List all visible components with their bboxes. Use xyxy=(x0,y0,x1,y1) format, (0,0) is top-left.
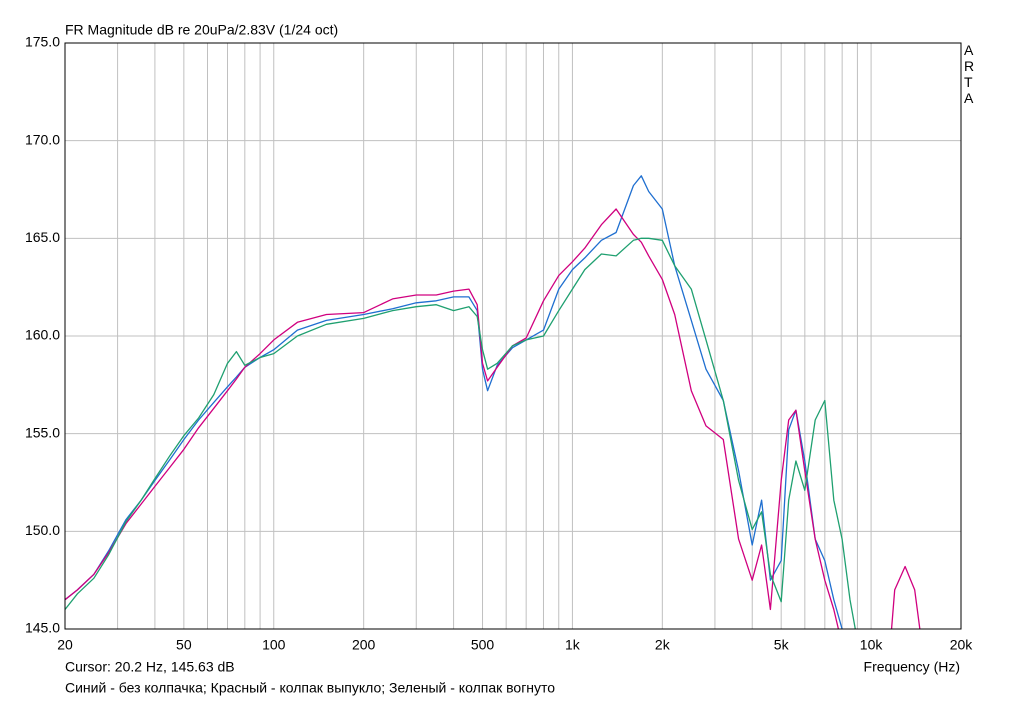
x-tick-label: 500 xyxy=(471,637,495,653)
x-tick-label: 5k xyxy=(774,637,790,653)
x-tick-label: 200 xyxy=(352,637,376,653)
x-tick-label: 1k xyxy=(565,637,581,653)
series-line xyxy=(65,237,856,629)
x-axis-label: Frequency (Hz) xyxy=(864,659,960,675)
chart-title: FR Magnitude dB re 20uPa/2.83V (1/24 oct… xyxy=(65,22,338,38)
x-tick-label: 50 xyxy=(176,637,192,653)
x-tick-label: 2k xyxy=(655,637,671,653)
series-line xyxy=(65,175,843,629)
y-tick-label: 145.0 xyxy=(25,620,60,636)
y-tick-label: 160.0 xyxy=(25,327,60,343)
plot-frame xyxy=(64,42,962,630)
y-tick-label: 150.0 xyxy=(25,522,60,538)
x-tick-label: 20 xyxy=(57,637,73,653)
x-tick-label: 20k xyxy=(950,637,974,653)
y-tick-label: 175.0 xyxy=(25,34,60,50)
cursor-readout: Cursor: 20.2 Hz, 145.63 dB xyxy=(65,659,235,675)
y-tick-label: 170.0 xyxy=(25,131,60,147)
note: Синий - без колпачка; Красный - колпак в… xyxy=(65,680,555,696)
x-tick-label: 100 xyxy=(262,637,286,653)
y-tick-label: 165.0 xyxy=(25,229,60,245)
series-line xyxy=(65,208,921,629)
y-tick-label: 155.0 xyxy=(25,424,60,440)
brand: ARTA xyxy=(964,42,975,106)
x-tick-label: 10k xyxy=(860,637,884,653)
